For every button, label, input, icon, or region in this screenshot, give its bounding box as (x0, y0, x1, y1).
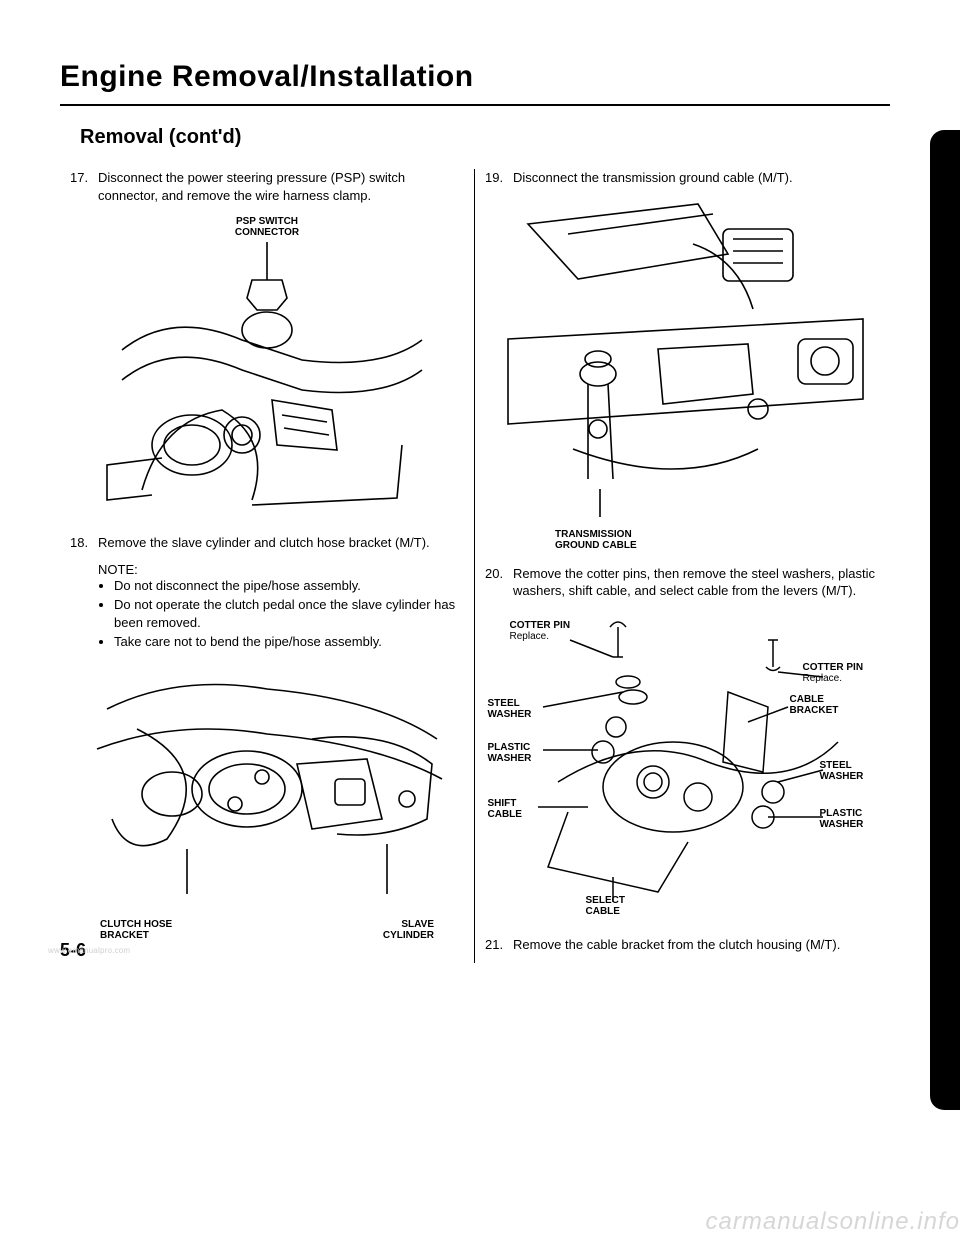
step-text: Disconnect the power steering pressure (… (98, 169, 464, 204)
psp-diagram (102, 240, 432, 520)
step-number: 17. (70, 169, 98, 204)
cotter-pin-right-label: COTTER PINReplace. (803, 662, 864, 684)
plastic-washer-right-label: PLASTIC WASHER (820, 808, 864, 830)
figure-ground-cable: TRANSMISSION GROUND CABLE (485, 199, 880, 551)
figure-cables: COTTER PINReplace. STEEL WASHER PLASTIC … (488, 612, 878, 922)
psp-switch-label: PSP SWITCH CONNECTOR (70, 216, 464, 238)
cable-bracket-label: CABLE BRACKET (790, 694, 839, 716)
step-20: 20. Remove the cotter pins, then remove … (485, 565, 880, 600)
step-19: 19. Disconnect the transmission ground c… (485, 169, 880, 187)
cotter-pin-label: COTTER PINReplace. (510, 620, 571, 642)
shift-cable-label: SHIFT CABLE (488, 798, 522, 820)
figure-slave-cylinder: CLUTCH HOSE BRACKET SLAVE CYLINDER (70, 669, 464, 941)
step-number: 21. (485, 936, 513, 954)
transmission-ground-cable-label: TRANSMISSION GROUND CABLE (555, 529, 880, 551)
steel-washer-left-label: STEEL WASHER (488, 698, 532, 720)
clutch-hose-bracket-label: CLUTCH HOSE BRACKET (100, 919, 172, 941)
slave-cylinder-diagram (87, 669, 447, 919)
step-text: Disconnect the transmission ground cable… (513, 169, 880, 187)
select-cable-label: SELECT CABLE (586, 895, 625, 917)
list-item: Take care not to bend the pipe/hose asse… (114, 633, 464, 651)
note-heading: NOTE: (98, 562, 464, 577)
step-number: 19. (485, 169, 513, 187)
left-column: 17. Disconnect the power steering pressu… (60, 169, 475, 963)
slave-cylinder-label: SLAVE CYLINDER (383, 919, 434, 941)
step-text: Remove the cable bracket from the clutch… (513, 936, 880, 954)
list-item: Do not operate the clutch pedal once the… (114, 596, 464, 631)
watermark-bottom-left: www.emanualpro.com (48, 946, 130, 955)
two-column-layout: 17. Disconnect the power steering pressu… (60, 169, 920, 963)
page-container: Engine Removal/Installation Removal (con… (0, 0, 960, 983)
watermark-bottom-right: carmanualsonline.info (706, 1208, 960, 1236)
step-21: 21. Remove the cable bracket from the cl… (485, 936, 880, 954)
step-number: 18. (70, 534, 98, 552)
right-column: 19. Disconnect the transmission ground c… (475, 169, 890, 963)
plastic-washer-left-label: PLASTIC WASHER (488, 742, 532, 764)
step-17: 17. Disconnect the power steering pressu… (70, 169, 464, 204)
ground-cable-diagram (498, 199, 868, 529)
note-bullets: Do not disconnect the pipe/hose assembly… (114, 577, 464, 651)
list-item: Do not disconnect the pipe/hose assembly… (114, 577, 464, 595)
step-18: 18. Remove the slave cylinder and clutch… (70, 534, 464, 552)
steel-washer-right-label: STEEL WASHER (820, 760, 864, 782)
figure-psp-switch: PSP SWITCH CONNECTOR (70, 216, 464, 520)
step-text: Remove the cotter pins, then remove the … (513, 565, 880, 600)
step-number: 20. (485, 565, 513, 600)
title-rule (60, 104, 890, 106)
section-subtitle: Removal (cont'd) (80, 126, 920, 149)
step-text: Remove the slave cylinder and clutch hos… (98, 534, 464, 552)
page-title: Engine Removal/Installation (60, 60, 920, 94)
